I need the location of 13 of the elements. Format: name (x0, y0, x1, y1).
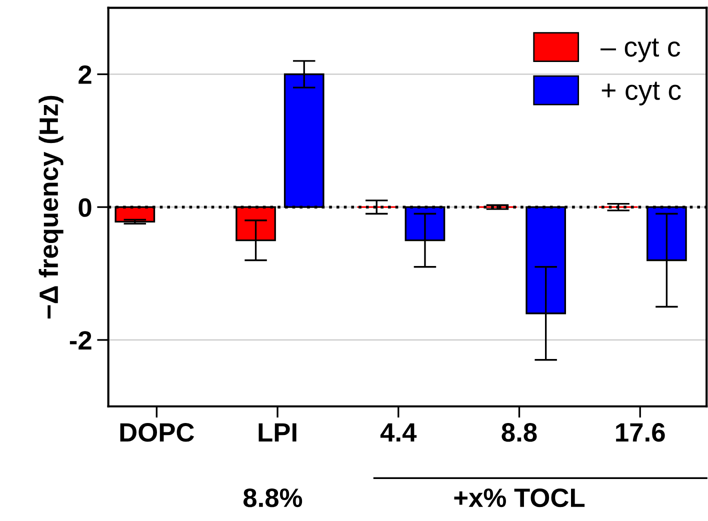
x-tick-label: 8.8 (502, 423, 537, 442)
text: +x% TOCL (454, 488, 585, 508)
legend-label: + cyt c (602, 82, 681, 106)
text: 8.8% (243, 488, 302, 508)
y-tick-label: 0 (78, 198, 92, 217)
y-tick-label: 2 (78, 65, 92, 84)
legend-label: – cyt c (600, 38, 680, 62)
x-tick-label: 17.6 (616, 423, 665, 442)
y-tick-label: -2 (70, 331, 92, 350)
y-axis-title: −Δ frequency (Hz) (38, 96, 64, 318)
x-tick-label: 4.4 (380, 423, 417, 442)
x-tick-label: LPI (258, 423, 296, 442)
x-tick-label: DOPC (120, 423, 194, 442)
